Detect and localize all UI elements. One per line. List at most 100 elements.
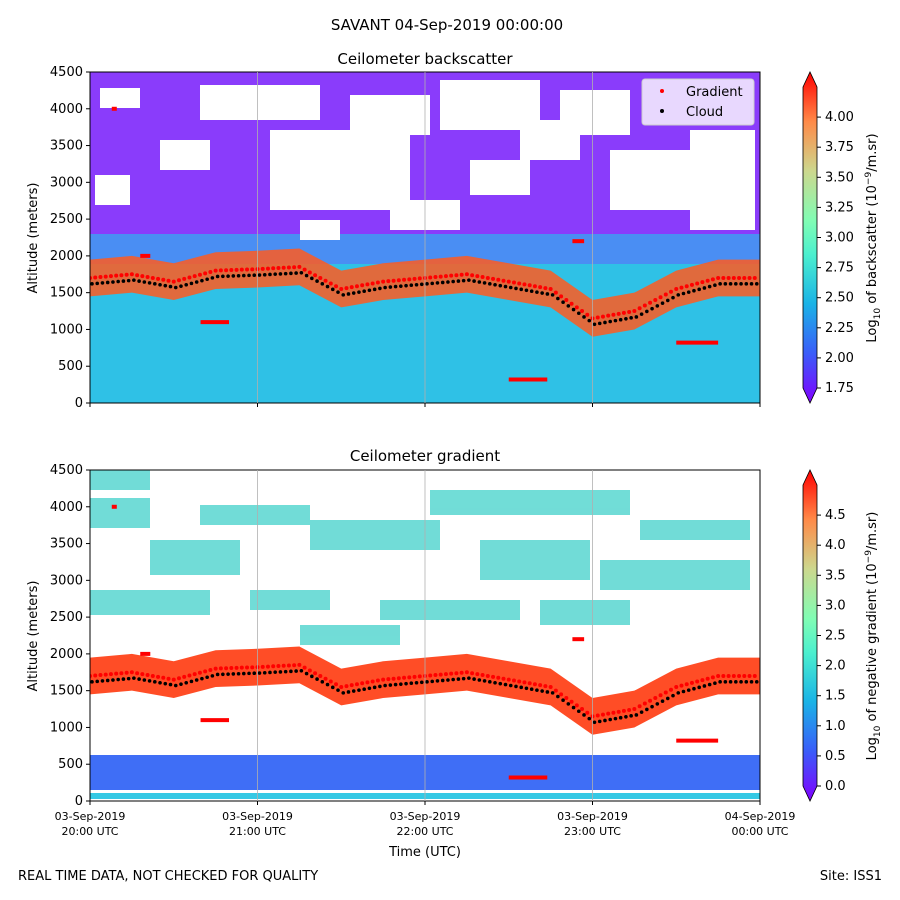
cloud-point: [430, 679, 435, 684]
legend-box: [641, 78, 755, 126]
legend-gradient-label: Gradient: [686, 85, 743, 100]
cloud-point: [283, 669, 288, 674]
gradient-point: [417, 674, 422, 679]
colorbar-tick-label: 2.00: [825, 351, 854, 366]
y-tick-label: 3500: [50, 537, 83, 552]
gradient-point: [710, 675, 715, 680]
cloud-point: [723, 282, 728, 286]
cloud-point: [718, 680, 722, 684]
backscatter-title: Ceilometer backscatter: [337, 50, 513, 68]
gradient-point: [344, 286, 349, 291]
cloud-point: [608, 717, 613, 722]
cloud-point: [550, 293, 555, 297]
gradient-point: [224, 268, 229, 273]
cloud-point: [660, 699, 665, 703]
gradient-point: [119, 671, 124, 676]
gradient-point: [600, 314, 605, 319]
cloud-point: [163, 283, 168, 288]
gradient-point: [135, 671, 140, 676]
gradient-point: [428, 673, 433, 678]
colorbar-tick-label: 2.25: [825, 321, 854, 336]
cloud-point: [728, 282, 733, 286]
gradient-point: [689, 680, 694, 685]
cloud-point: [524, 288, 529, 293]
cloud-point: [576, 709, 581, 714]
gradient-point: [407, 675, 412, 680]
cloud-point: [116, 279, 120, 284]
gradient-point: [334, 682, 339, 687]
cloud-point: [645, 309, 649, 314]
cloud-point: [713, 283, 717, 288]
cloud-point: [650, 306, 654, 311]
gradient-point: [129, 272, 134, 277]
gradient-point: [208, 269, 213, 274]
gradient-point: [470, 671, 475, 676]
gradient-point: [271, 664, 276, 669]
gradient-point: [564, 298, 569, 303]
cloud-point: [226, 274, 230, 278]
gradient-point: [532, 682, 537, 687]
cloud-point: [372, 287, 377, 292]
cloud-point: [754, 680, 759, 684]
gradient-point: [161, 675, 166, 680]
cloud-point: [299, 271, 304, 275]
cloud-point: [503, 284, 508, 289]
legend-cloud-label: Cloud: [686, 105, 723, 120]
cloud-point: [587, 716, 592, 721]
y-tick-label: 3000: [50, 175, 83, 190]
cloud-point: [194, 280, 199, 284]
cloud-point: [179, 284, 183, 288]
cloud-point: [681, 689, 686, 694]
gradient-point: [443, 672, 448, 677]
gradient-point: [334, 284, 339, 289]
gradient-point: [192, 274, 197, 279]
gradient-point: [108, 274, 113, 279]
gradient-point: [286, 265, 291, 270]
gradient-point: [506, 677, 511, 682]
site-label: Site: ISS1: [819, 869, 882, 884]
gradient-point: [716, 673, 721, 678]
cloud-point: [273, 670, 278, 674]
cloud-point: [508, 683, 513, 688]
cloud-point: [236, 273, 241, 278]
cloud-point: [320, 680, 325, 684]
cloud-point: [514, 684, 518, 689]
cloud-point: [200, 278, 204, 283]
gradient-point: [710, 277, 715, 282]
colorbar-tick-label: 3.5: [825, 568, 846, 583]
cloud-point: [116, 677, 120, 682]
cloud-point: [556, 296, 560, 301]
gradient-point: [307, 668, 312, 673]
gradient-point: [627, 707, 632, 712]
x-tick-time: 22:00 UTC: [396, 825, 453, 838]
cloud-point: [592, 720, 597, 725]
gradient-point: [700, 280, 705, 285]
cloud-point: [744, 282, 749, 286]
x-tick-date: 03-Sep-2019: [390, 810, 461, 823]
gradient-point: [218, 268, 223, 273]
gradient-point: [616, 709, 621, 714]
cloud-point: [446, 280, 450, 284]
gradient-point: [653, 696, 658, 701]
gradient-point: [721, 673, 726, 678]
cloud-point: [671, 693, 675, 698]
gradient-point: [98, 275, 103, 280]
cloud-point: [754, 282, 759, 286]
gradient-point: [449, 671, 454, 676]
gradient-point: [491, 674, 496, 679]
gradient-point: [705, 676, 710, 681]
colorbar-tick-label: 1.5: [825, 689, 846, 704]
cloud-point: [100, 679, 105, 683]
cloud-point: [566, 702, 571, 706]
cloud-point: [634, 713, 639, 717]
gradient-point: [323, 676, 328, 681]
gradient-point: [663, 292, 668, 297]
cloud-point: [535, 290, 539, 294]
cloud-point: [336, 290, 340, 294]
cloud-point: [393, 682, 398, 687]
gradient-point: [522, 282, 527, 287]
cloud-point: [105, 280, 110, 285]
cloud-point: [556, 694, 560, 699]
colorbar-tick-label: 3.0: [825, 598, 846, 613]
backscatter-legend: Gradient Cloud: [641, 78, 755, 126]
